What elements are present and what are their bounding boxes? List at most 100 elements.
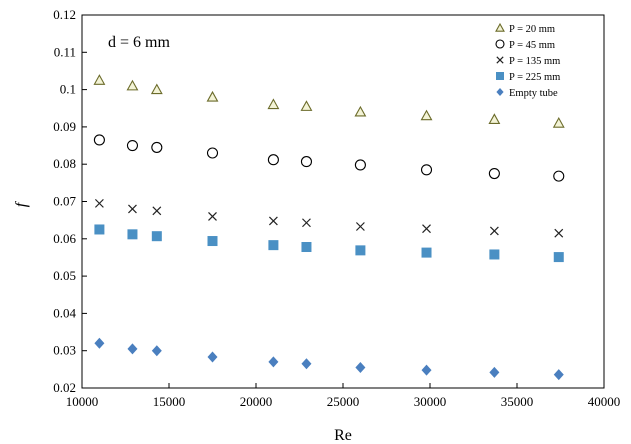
data-point-diamond [421,364,432,376]
x-tick-label: 15000 [153,394,186,409]
data-point-circle [488,167,500,180]
data-point-square [355,245,366,256]
data-point-circle [206,147,219,159]
x-stroke [355,222,365,231]
data-point-x [152,206,162,216]
x-tick-label: 35000 [501,394,534,409]
data-point-square [496,72,504,80]
x-stroke [268,216,278,226]
x-axis-ticks: 10000 15000 20000 25000 30000 35000 40000 [66,383,621,409]
y-tick-label: 0.11 [54,44,76,59]
x-stroke [489,226,499,236]
data-point-triangle [354,105,367,117]
data-point-x [489,226,499,236]
data-point-triangle [552,117,565,128]
data-point-square [151,231,162,242]
series-p-225-mm [94,224,564,263]
x-stroke [94,198,104,208]
data-point-x [422,224,431,234]
data-points [93,74,565,381]
series-p-45-mm [93,134,565,182]
chart-annotation: d = 6 mm [108,34,170,51]
x-stroke [208,211,217,221]
data-point-circle [354,159,366,171]
legend-label: P = 45 mm [509,40,555,51]
x-tick-label: 10000 [66,394,99,409]
data-point-x [208,211,217,221]
data-point-circle [267,154,279,166]
data-point-triangle [93,74,106,85]
data-point-x [302,218,311,228]
data-point-x [128,204,137,214]
data-point-circle [300,156,313,168]
y-tick-label: 0.05 [53,268,76,283]
data-point-square [268,240,279,251]
data-point-square [301,242,312,253]
data-point-diamond [301,358,312,370]
legend-entry: P = 135 mm [496,56,560,67]
data-point-diamond [355,361,366,373]
data-point-diamond [207,351,218,363]
legend-label: P = 20 mm [509,24,555,35]
series-p-135-mm [94,198,564,238]
series-empty-tube [94,337,564,381]
data-point-square [489,249,500,260]
data-point-triangle [150,83,163,95]
legend: P = 20 mm P = 45 mm P = 135 mm P = 225 mm Em… [495,22,560,99]
y-tick-label: 0.02 [53,380,76,395]
y-axis-label: f [13,200,30,207]
legend-entry: Empty tube [496,88,558,99]
data-point-circle [93,134,105,146]
x-stroke [422,224,431,234]
legend-entry: P = 20 mm [495,22,555,35]
x-stroke [554,228,564,238]
data-point-x [355,222,365,231]
x-tick-label: 30000 [414,394,447,409]
y-tick-label: 0.12 [53,7,76,22]
data-point-triangle [267,98,280,110]
data-point-diamond [496,88,504,96]
series-p-20-mm [93,74,565,128]
data-point-triangle [300,100,313,111]
data-point-square [207,236,218,247]
data-point-triangle [488,113,501,124]
x-stroke [152,206,162,216]
x-tick-label: 40000 [588,394,621,409]
data-point-diamond [151,345,162,357]
data-point-circle [553,170,565,182]
data-point-x [496,56,504,64]
x-stroke [128,204,137,214]
x-tick-label: 25000 [327,394,360,409]
legend-label: P = 135 mm [509,56,560,67]
x-stroke [302,218,311,228]
data-point-x [94,198,104,208]
data-point-circle [420,164,433,176]
data-point-triangle [126,79,139,91]
y-tick-label: 0.04 [53,305,76,320]
data-point-square [553,252,564,263]
data-point-square [94,224,105,235]
x-axis-label: Re [334,427,352,444]
legend-entry: P = 225 mm [496,72,560,83]
y-tick-label: 0.09 [53,119,76,134]
x-tick-label: 20000 [240,394,273,409]
x-stroke [496,56,504,64]
data-point-diamond [489,366,500,378]
data-point-diamond [553,369,564,381]
legend-label: P = 225 mm [509,72,560,83]
data-point-triangle [495,22,505,32]
y-tick-label: 0.06 [53,231,76,246]
legend-label: Empty tube [509,88,558,99]
data-point-diamond [94,337,105,349]
data-point-triangle [206,90,219,102]
data-point-circle [151,141,163,153]
y-tick-label: 0.08 [53,156,76,171]
y-tick-label: 0.1 [60,82,76,97]
data-point-circle [126,140,139,152]
data-point-circle [495,39,505,49]
y-axis-ticks: 0.02 0.03 0.04 0.05 0.06 0.07 0.08 0.09 0.1 0.11 0… [53,7,87,395]
data-point-square [421,247,432,258]
data-point-diamond [268,356,279,368]
data-point-triangle [420,109,433,121]
